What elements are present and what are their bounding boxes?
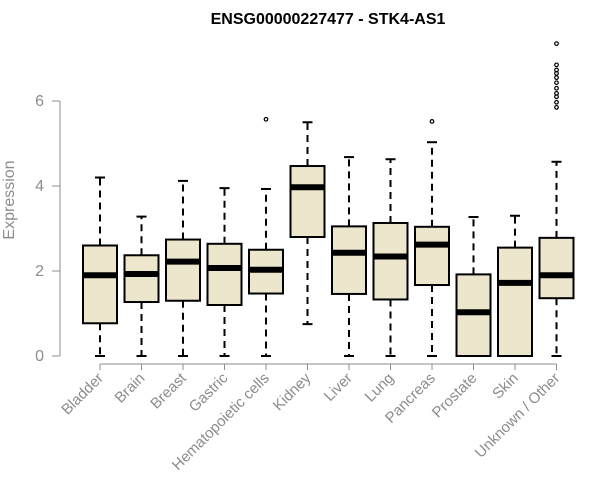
outlier-point	[554, 62, 559, 68]
y-tick-label: 4	[35, 178, 44, 195]
iqr-box	[497, 246, 533, 357]
box-group	[248, 116, 284, 357]
outlier-point	[554, 80, 559, 86]
outlier-point	[554, 75, 559, 81]
iqr-box	[206, 242, 243, 307]
outlier-point	[554, 85, 559, 91]
x-tick-label: Liver	[321, 370, 356, 405]
boxes-group	[82, 41, 575, 357]
outlier-point	[554, 104, 559, 110]
box-group	[455, 216, 492, 357]
box-group	[331, 156, 367, 357]
outlier-point	[554, 90, 559, 96]
box-group	[123, 215, 160, 357]
outlier-point	[263, 116, 269, 122]
y-axis: 0 2 4 6	[35, 93, 61, 365]
x-tick-label: Breast	[147, 369, 190, 412]
x-tick-label: Prostate	[429, 370, 481, 422]
outlier-point	[554, 99, 559, 105]
box-group	[82, 176, 118, 357]
y-tick-label: 2	[35, 263, 44, 280]
outlier-point	[554, 41, 559, 47]
box-group	[497, 214, 533, 357]
iqr-box	[165, 238, 201, 302]
iqr-box	[123, 254, 160, 304]
iqr-box	[414, 225, 450, 287]
iqr-box	[372, 221, 409, 301]
iqr-box	[289, 165, 326, 238]
x-tick-label: Bladder	[58, 370, 107, 419]
x-tick-label: Skin	[489, 370, 522, 403]
outlier-point	[429, 118, 435, 124]
y-tick-label: 0	[35, 348, 44, 365]
x-tick-label: Brain	[112, 370, 149, 407]
box-group	[165, 179, 201, 357]
chart-title: ENSG00000227477 - STK4-AS1	[211, 11, 446, 28]
y-axis-label: Expression	[1, 160, 18, 239]
x-tick-label: Kidney	[270, 369, 315, 414]
x-tick-label: Lung	[362, 370, 398, 406]
box-group	[538, 41, 575, 357]
box-group	[289, 121, 326, 326]
y-tick-label: 6	[35, 93, 44, 110]
box-group	[414, 118, 450, 357]
iqr-box	[538, 236, 575, 300]
iqr-box	[82, 244, 118, 325]
box-group	[372, 158, 409, 357]
outlier-point	[554, 67, 559, 73]
box-group	[206, 187, 243, 357]
iqr-box	[331, 225, 367, 295]
